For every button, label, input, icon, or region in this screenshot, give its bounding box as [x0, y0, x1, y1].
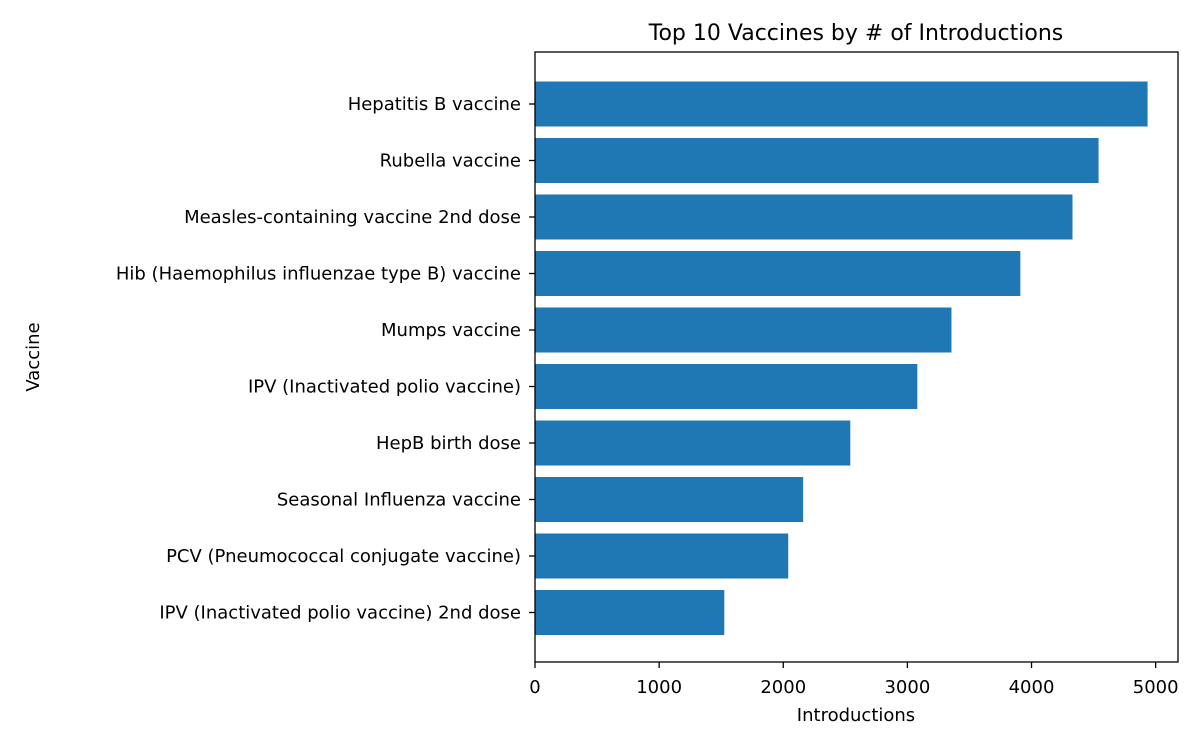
- y-tick-label: Measles-containing vaccine 2nd dose: [184, 207, 521, 228]
- y-tick-label: Hib (Haemophilus influenzae type B) vacc…: [116, 264, 521, 285]
- y-tick-label: HepB birth dose: [376, 433, 521, 454]
- y-tick-label: IPV (Inactivated polio vaccine): [248, 377, 521, 398]
- y-tick-label: Seasonal Influenza vaccine: [277, 490, 521, 511]
- bar: [535, 194, 1073, 240]
- x-tick-label: 3000: [884, 677, 930, 698]
- x-tick-label: 0: [529, 677, 540, 698]
- y-tick-label: IPV (Inactivated polio vaccine) 2nd dose: [159, 603, 521, 624]
- bar: [535, 307, 952, 353]
- y-axis-ticks: Hepatitis B vaccine Rubella vaccine Measle…: [116, 94, 535, 624]
- bar: [535, 420, 851, 466]
- bars-group: [535, 81, 1148, 635]
- bar: [535, 477, 804, 522]
- bar: [535, 138, 1099, 183]
- x-axis-ticks: 0 1000 2000 3000 4000 5000: [529, 662, 1179, 698]
- y-tick-label: PCV (Pneumococcal conjugate vaccine): [166, 546, 521, 567]
- x-tick-label: 4000: [1009, 677, 1055, 698]
- x-axis-label: Introductions: [797, 705, 915, 726]
- y-tick-label: Mumps vaccine: [381, 320, 521, 341]
- bar: [535, 590, 725, 635]
- bar: [535, 364, 918, 409]
- bar: [535, 81, 1148, 127]
- x-tick-label: 5000: [1133, 677, 1179, 698]
- y-tick-label: Rubella vaccine: [380, 151, 521, 172]
- bar: [535, 251, 1021, 296]
- x-tick-label: 2000: [760, 677, 806, 698]
- bar: [535, 533, 789, 579]
- x-tick-label: 1000: [636, 677, 682, 698]
- plot-frame: [534, 51, 1179, 663]
- y-tick-label: Hepatitis B vaccine: [348, 94, 521, 115]
- chart-title: Top 10 Vaccines by # of Introductions: [648, 21, 1063, 46]
- y-axis-label: Vaccine: [23, 322, 44, 391]
